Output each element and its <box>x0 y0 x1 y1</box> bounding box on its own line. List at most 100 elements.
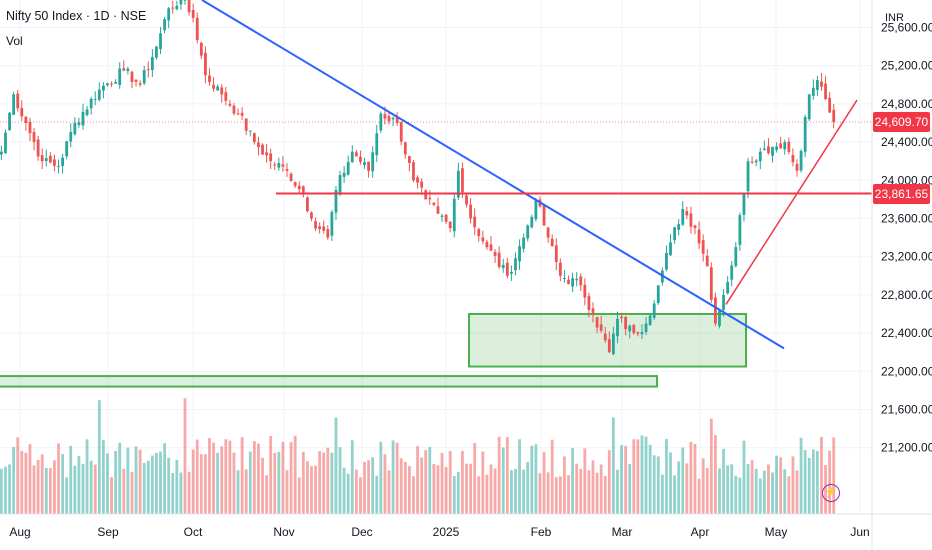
volume-bar <box>4 466 7 514</box>
volume-bar <box>624 445 628 514</box>
candle-body <box>448 221 452 229</box>
candle-body <box>142 70 146 84</box>
candle-body <box>477 229 481 237</box>
candle-body <box>232 105 236 114</box>
volume-bar <box>787 476 791 514</box>
drawn-lines[interactable] <box>0 0 872 350</box>
candle-body <box>69 131 73 142</box>
volume-bar <box>811 449 815 514</box>
volume-bar <box>220 446 224 514</box>
volume-bar <box>265 475 268 514</box>
x-tick-label: Jun <box>850 525 869 539</box>
candle-body <box>718 310 721 326</box>
volume-bar <box>803 450 807 514</box>
volume-bar <box>709 418 713 514</box>
volume-bar <box>183 398 187 514</box>
candle-body <box>314 221 317 229</box>
volume-bar <box>12 447 16 514</box>
volume-bar <box>32 465 36 514</box>
candle-body <box>183 0 187 1</box>
price-axis[interactable]: 25,600.0025,200.0024,800.0024,400.0024,0… <box>871 0 932 550</box>
time-axis[interactable]: Aug Sep Oct Nov Dec 2025 Feb Mar Apr May Jun <box>0 513 932 539</box>
candle-body <box>171 7 175 9</box>
candle-body <box>412 162 415 181</box>
volume-bar <box>530 445 534 514</box>
candle-body <box>416 177 419 183</box>
candle-body <box>163 19 166 31</box>
volume-bar <box>16 437 20 514</box>
candle-body <box>277 163 281 168</box>
candle-body <box>224 92 228 101</box>
candle-body <box>208 75 211 82</box>
candle-body <box>648 315 652 325</box>
volume-bar <box>175 459 179 514</box>
candle-body <box>212 84 215 89</box>
candle-body <box>673 227 676 241</box>
candle-body <box>236 113 240 115</box>
volume-bar <box>518 439 521 514</box>
volume-bar <box>195 439 199 514</box>
x-tick-label: Aug <box>9 525 30 539</box>
candle-body <box>379 113 383 131</box>
candle-body <box>546 227 550 238</box>
candle-body <box>432 202 436 205</box>
candle-body <box>399 122 403 142</box>
volume-bar <box>648 444 652 514</box>
volume-bar <box>628 464 632 514</box>
candle-body <box>722 294 725 310</box>
volume-bar <box>493 468 497 514</box>
candle-body <box>689 213 693 227</box>
candle-body <box>424 190 428 200</box>
candle-body <box>179 0 183 5</box>
candle-body <box>138 83 142 85</box>
x-tick-label: Apr <box>691 525 710 539</box>
candle-body <box>591 308 595 314</box>
candle-body <box>799 150 803 171</box>
y-tick-label: 21,200.00 <box>881 441 932 455</box>
volume-bar <box>526 461 530 514</box>
support-zones[interactable] <box>0 313 747 388</box>
currency-label[interactable]: INR <box>885 12 904 24</box>
candle-body <box>326 229 330 238</box>
x-tick-label: Dec <box>351 525 372 539</box>
volume-bar <box>236 470 240 514</box>
volume-bar <box>820 436 823 514</box>
candle-body <box>456 170 460 198</box>
volume-bar <box>269 436 273 514</box>
volume-bar <box>379 441 383 514</box>
volume-bar <box>489 464 493 514</box>
volume-bar <box>734 475 738 514</box>
volume-bar <box>583 448 587 514</box>
candle-body <box>216 86 220 91</box>
volume-bar <box>603 475 607 514</box>
candle-body <box>758 151 762 162</box>
volume-bar <box>338 447 342 514</box>
candle-body <box>452 198 456 232</box>
candle-body <box>677 224 681 230</box>
candle-body <box>293 182 297 186</box>
candle-body <box>767 146 770 154</box>
volume-bar <box>122 468 126 514</box>
volume-bar <box>575 463 579 514</box>
candle-body <box>297 185 301 190</box>
candle-body <box>652 303 656 318</box>
candle-body <box>403 142 407 155</box>
volume-bar <box>146 460 150 514</box>
volume-bar <box>350 440 354 514</box>
candle-body <box>473 216 477 228</box>
volume-bar <box>620 445 623 514</box>
volume-bar <box>477 476 481 514</box>
candle-body <box>726 282 730 294</box>
volume-bar <box>652 455 656 514</box>
volume-bar <box>828 450 832 514</box>
candle-body <box>48 155 52 163</box>
candle-body <box>167 8 171 21</box>
volume-bar <box>616 469 619 514</box>
candle-body <box>616 318 619 337</box>
candle-body <box>36 139 40 157</box>
candle-body <box>110 83 113 85</box>
candle-body <box>779 143 783 149</box>
volume-bar <box>632 439 636 514</box>
lightning-icon[interactable]: ⚡ <box>822 484 840 502</box>
